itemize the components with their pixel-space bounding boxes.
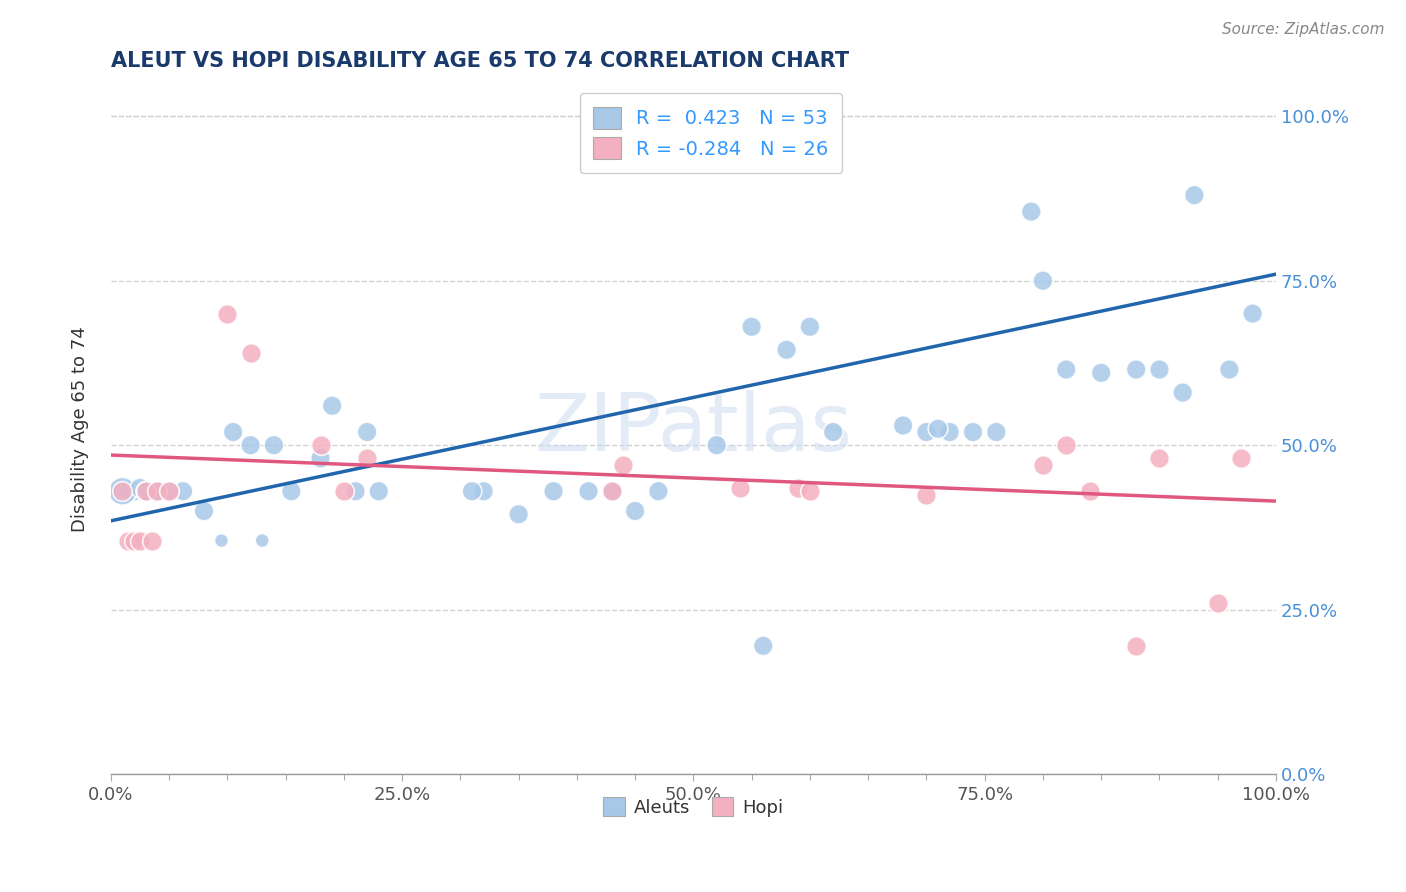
Point <box>193 504 215 518</box>
Point <box>1218 362 1240 376</box>
Point <box>321 399 343 413</box>
Point <box>1230 451 1253 466</box>
Point <box>157 484 180 499</box>
Point <box>624 504 647 518</box>
Point <box>578 484 600 499</box>
Point <box>1019 204 1042 219</box>
Point <box>222 425 245 439</box>
Legend: Aleuts, Hopi: Aleuts, Hopi <box>596 790 790 824</box>
Point <box>1032 274 1054 288</box>
Point <box>1241 307 1264 321</box>
Point <box>1125 639 1147 653</box>
Point <box>799 484 821 499</box>
Point <box>1054 362 1077 376</box>
Point <box>647 484 669 499</box>
Point <box>157 484 180 499</box>
Point <box>1125 362 1147 376</box>
Point <box>135 484 157 499</box>
Point <box>706 438 728 452</box>
Text: Source: ZipAtlas.com: Source: ZipAtlas.com <box>1222 22 1385 37</box>
Point <box>962 425 984 439</box>
Point <box>146 484 169 499</box>
Point <box>252 533 274 548</box>
Point <box>263 438 285 452</box>
Point <box>600 484 623 499</box>
Point <box>146 484 169 499</box>
Point <box>135 484 157 499</box>
Point <box>891 418 914 433</box>
Point <box>775 343 797 357</box>
Point <box>600 484 623 499</box>
Point <box>344 484 367 499</box>
Point <box>135 484 157 499</box>
Point <box>799 319 821 334</box>
Point <box>1078 484 1101 499</box>
Point <box>1206 596 1229 610</box>
Point <box>309 438 332 452</box>
Point <box>211 533 233 548</box>
Point <box>1032 458 1054 472</box>
Point <box>122 533 145 548</box>
Point <box>117 484 139 499</box>
Point <box>543 484 565 499</box>
Point <box>367 484 389 499</box>
Point <box>1090 366 1112 380</box>
Point <box>239 346 262 360</box>
Point <box>117 533 139 548</box>
Point <box>111 484 134 499</box>
Point <box>1182 188 1205 202</box>
Point <box>472 484 495 499</box>
Point <box>915 487 938 501</box>
Point <box>752 639 775 653</box>
Point <box>149 484 172 499</box>
Text: ZIPatlas: ZIPatlas <box>534 390 852 467</box>
Y-axis label: Disability Age 65 to 74: Disability Age 65 to 74 <box>72 326 89 532</box>
Point <box>823 425 845 439</box>
Point <box>1054 438 1077 452</box>
Point <box>787 481 810 495</box>
Point <box>728 481 751 495</box>
Point <box>612 458 634 472</box>
Point <box>986 425 1008 439</box>
Point <box>111 484 134 499</box>
Point <box>1171 385 1194 400</box>
Point <box>1149 362 1171 376</box>
Point <box>741 319 763 334</box>
Point <box>938 425 960 439</box>
Point <box>356 425 378 439</box>
Point <box>129 484 152 499</box>
Point <box>333 484 356 499</box>
Point <box>172 484 194 499</box>
Point <box>217 307 239 321</box>
Point <box>915 425 938 439</box>
Point <box>927 422 949 436</box>
Point <box>129 533 152 548</box>
Text: ALEUT VS HOPI DISABILITY AGE 65 TO 74 CORRELATION CHART: ALEUT VS HOPI DISABILITY AGE 65 TO 74 CO… <box>111 51 849 70</box>
Point <box>122 484 145 499</box>
Point <box>239 438 262 452</box>
Point <box>356 451 378 466</box>
Point <box>461 484 484 499</box>
Point <box>309 451 332 466</box>
Point <box>508 508 530 522</box>
Point <box>280 484 302 499</box>
Point <box>141 533 163 548</box>
Point <box>129 481 152 495</box>
Point <box>1149 451 1171 466</box>
